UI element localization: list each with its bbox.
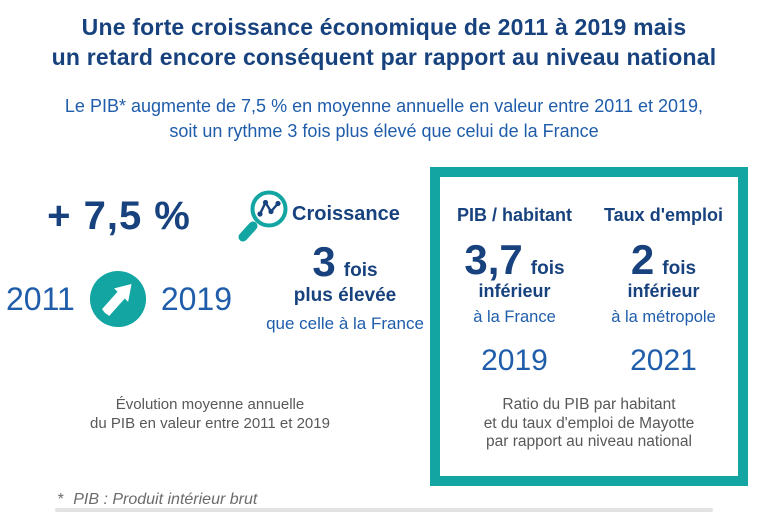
ratio-reference: à la France <box>473 308 556 326</box>
comparison-reference: que celle à la France <box>266 314 424 333</box>
ratio-column-taux-emploi: Taux d'emploi 2 fois inférieur à la métr… <box>589 205 738 378</box>
ratio-box-caption-line2: et du taux d'emploi de Mayotte <box>483 414 695 432</box>
ratio-qualifier: inférieur <box>478 281 551 301</box>
ratio-box-caption: Ratio du PIB par habitant et du taux d'e… <box>440 396 738 452</box>
ratio-multiplier: 3,7 <box>464 236 523 283</box>
subtitle-line1: Le PIB* augmente de 7,5 % en moyenne ann… <box>64 96 704 116</box>
footnote-asterisk: * <box>57 491 64 508</box>
ratio-multiplier: 2 <box>630 236 655 283</box>
ratio-box-caption-line1: Ratio du PIB par habitant <box>502 396 676 413</box>
ratio-year: 2019 <box>481 344 548 377</box>
page-title-line2: un retard encore conséquent par rapport … <box>51 44 717 70</box>
growth-caption: Évolution moyenne annuelle du PIB en val… <box>50 396 370 433</box>
growth-caption-line2: du PIB en valeur entre 2011 et 2019 <box>90 414 330 432</box>
page-title-line1: Une forte croissance économique de 2011 … <box>81 14 687 40</box>
comparison-qualifier: plus élevée <box>293 285 397 306</box>
footnote: * PIB : Produit intérieur brut <box>57 491 257 509</box>
growth-caption-line1: Évolution moyenne annuelle <box>115 396 305 413</box>
comparison-stack: 3 fois plus élevée que celle à la France <box>255 240 435 334</box>
subtitle-line2: soit un rythme 3 fois plus élevé que cel… <box>169 121 599 141</box>
ratio-columns: PIB / habitant 3,7 fois inférieur à la F… <box>440 205 738 378</box>
page-title: Une forte croissance économique de 2011 … <box>0 12 768 72</box>
year-start: 2011 <box>6 280 75 317</box>
ratio-column-header: Taux d'emploi <box>604 205 723 225</box>
arrow-up-right-icon <box>89 270 147 328</box>
bottom-divider <box>55 508 713 512</box>
year-end: 2019 <box>160 280 232 317</box>
ratio-box-caption-line3: par rapport au niveau national <box>486 433 692 450</box>
ratio-unit: fois <box>662 258 697 279</box>
ratio-year: 2021 <box>630 344 697 377</box>
ratio-unit: fois <box>530 258 565 279</box>
comparison-multiplier: 3 <box>312 238 336 285</box>
years-row: 2011 2019 <box>0 270 238 328</box>
ratio-multiplier-row: 3,7 fois <box>440 236 589 283</box>
growth-rate-value: + 7,5 % <box>47 194 191 238</box>
ratio-multiplier-row: 2 fois <box>589 236 738 283</box>
comparison-multiplier-row: 3 fois <box>255 240 435 284</box>
comparison-label: Croissance <box>292 203 400 225</box>
ratio-box: PIB / habitant 3,7 fois inférieur à la F… <box>430 167 748 486</box>
ratio-reference: à la métropole <box>611 308 716 326</box>
ratio-column-pib-habitant: PIB / habitant 3,7 fois inférieur à la F… <box>440 205 589 378</box>
ratio-column-header: PIB / habitant <box>456 205 572 225</box>
footnote-text: PIB : Produit intérieur brut <box>73 491 258 508</box>
comparison-unit: fois <box>343 260 378 281</box>
subtitle: Le PIB* augmente de 7,5 % en moyenne ann… <box>0 94 768 144</box>
ratio-qualifier: inférieur <box>627 281 700 301</box>
